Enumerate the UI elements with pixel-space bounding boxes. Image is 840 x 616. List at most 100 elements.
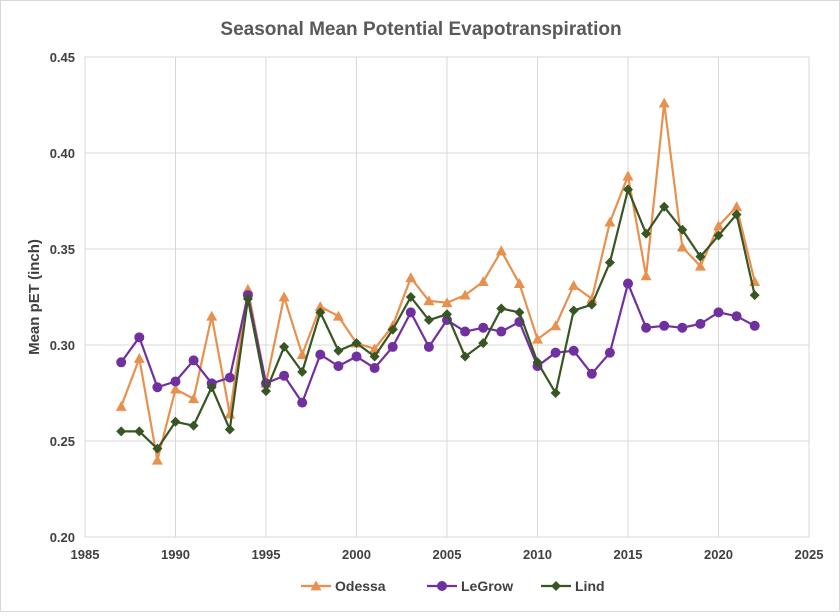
data-point-lind bbox=[279, 341, 290, 352]
data-point-lind bbox=[641, 228, 652, 239]
data-point-legrow bbox=[604, 347, 615, 358]
data-point-odessa bbox=[423, 295, 435, 306]
grid-lines bbox=[84, 56, 810, 538]
x-tick-label: 1995 bbox=[252, 547, 281, 562]
data-point-legrow bbox=[116, 357, 127, 368]
data-point-legrow bbox=[333, 361, 344, 372]
data-point-odessa bbox=[550, 320, 562, 331]
y-tick-label: 0.40 bbox=[50, 146, 75, 161]
y-tick-label: 0.45 bbox=[50, 50, 75, 65]
data-point-legrow bbox=[496, 326, 507, 337]
y-tick-label: 0.20 bbox=[50, 530, 75, 545]
data-point-lind bbox=[116, 426, 127, 437]
data-point-legrow bbox=[188, 355, 199, 366]
data-point-lind bbox=[242, 293, 253, 304]
x-tick-label: 2020 bbox=[704, 547, 733, 562]
data-point-odessa bbox=[713, 220, 724, 231]
data-point-legrow bbox=[170, 376, 181, 387]
data-point-odessa bbox=[495, 245, 507, 256]
data-point-legrow bbox=[641, 322, 652, 333]
legend-item-lind: Lind bbox=[541, 578, 605, 594]
data-point-odessa bbox=[640, 270, 652, 281]
data-point-odessa bbox=[170, 383, 181, 394]
data-point-legrow bbox=[677, 322, 688, 333]
legend-marker-odessa bbox=[310, 580, 322, 591]
legend-label-odessa: Odessa bbox=[335, 578, 386, 594]
data-point-odessa bbox=[459, 289, 471, 300]
data-point-legrow bbox=[749, 320, 760, 331]
data-point-odessa bbox=[405, 272, 417, 283]
data-point-lind bbox=[586, 299, 597, 310]
data-point-lind bbox=[460, 351, 471, 362]
data-point-odessa bbox=[151, 454, 163, 465]
data-point-odessa bbox=[224, 408, 236, 419]
plot-area bbox=[84, 56, 810, 538]
data-point-lind bbox=[713, 230, 724, 241]
data-point-odessa bbox=[622, 170, 634, 181]
data-point-legrow bbox=[423, 341, 434, 352]
data-point-legrow bbox=[623, 278, 633, 289]
data-point-legrow bbox=[586, 368, 597, 379]
data-point-lind bbox=[369, 351, 380, 362]
data-point-odessa bbox=[513, 278, 525, 288]
data-point-legrow bbox=[695, 318, 706, 329]
y-tick-label: 0.25 bbox=[50, 434, 75, 449]
data-point-lind bbox=[496, 303, 507, 314]
data-point-legrow bbox=[315, 349, 326, 360]
series-odessa bbox=[115, 97, 761, 465]
data-point-odessa bbox=[694, 260, 706, 271]
data-point-lind bbox=[695, 251, 706, 262]
data-point-lind bbox=[333, 345, 344, 356]
data-point-legrow bbox=[351, 351, 362, 362]
data-point-odessa bbox=[676, 241, 688, 252]
y-tick-label: 0.30 bbox=[50, 338, 75, 353]
data-point-legrow bbox=[134, 332, 145, 343]
data-point-legrow bbox=[279, 370, 290, 381]
data-point-odessa bbox=[206, 310, 218, 321]
x-tick-label: 2010 bbox=[523, 547, 552, 562]
data-point-lind bbox=[478, 338, 489, 349]
x-tick-label: 1985 bbox=[71, 547, 100, 562]
data-point-lind bbox=[188, 420, 199, 431]
data-point-legrow bbox=[568, 345, 579, 356]
series-line-odessa bbox=[120, 101, 756, 462]
data-point-lind bbox=[514, 307, 525, 318]
legend-item-legrow: LeGrow bbox=[427, 578, 513, 594]
data-point-lind bbox=[749, 290, 760, 301]
data-point-odessa bbox=[477, 276, 489, 287]
x-tick-label: 1990 bbox=[161, 547, 190, 562]
data-point-lind bbox=[387, 324, 398, 335]
data-point-legrow bbox=[152, 382, 163, 393]
data-point-lind bbox=[677, 224, 688, 235]
data-point-legrow bbox=[297, 397, 308, 408]
data-point-lind bbox=[315, 307, 326, 318]
data-point-lind bbox=[623, 184, 633, 195]
series-legrow bbox=[116, 278, 760, 408]
data-point-lind bbox=[224, 424, 235, 435]
data-point-lind bbox=[134, 426, 145, 437]
data-point-odessa bbox=[188, 393, 200, 404]
data-point-lind bbox=[568, 305, 579, 316]
data-point-lind bbox=[604, 257, 615, 268]
data-point-odessa bbox=[731, 201, 743, 212]
data-point-lind bbox=[206, 382, 217, 393]
data-point-lind bbox=[152, 443, 163, 454]
data-point-legrow bbox=[478, 322, 489, 333]
x-tick-label: 2005 bbox=[433, 547, 462, 562]
data-point-legrow bbox=[550, 347, 561, 358]
data-point-legrow bbox=[460, 326, 471, 337]
data-point-legrow bbox=[731, 311, 742, 322]
data-point-odessa bbox=[314, 301, 326, 311]
data-point-odessa bbox=[568, 279, 580, 290]
data-point-lind bbox=[423, 315, 434, 326]
series-line-lind bbox=[121, 188, 756, 450]
data-point-lind bbox=[731, 209, 742, 220]
data-point-lind bbox=[261, 386, 271, 397]
data-point-lind bbox=[532, 357, 543, 368]
data-point-legrow bbox=[713, 307, 724, 318]
data-point-odessa bbox=[115, 400, 127, 411]
y-tick-label: 0.35 bbox=[50, 242, 75, 257]
x-tick-label: 2015 bbox=[614, 547, 643, 562]
data-point-odessa bbox=[278, 291, 290, 302]
